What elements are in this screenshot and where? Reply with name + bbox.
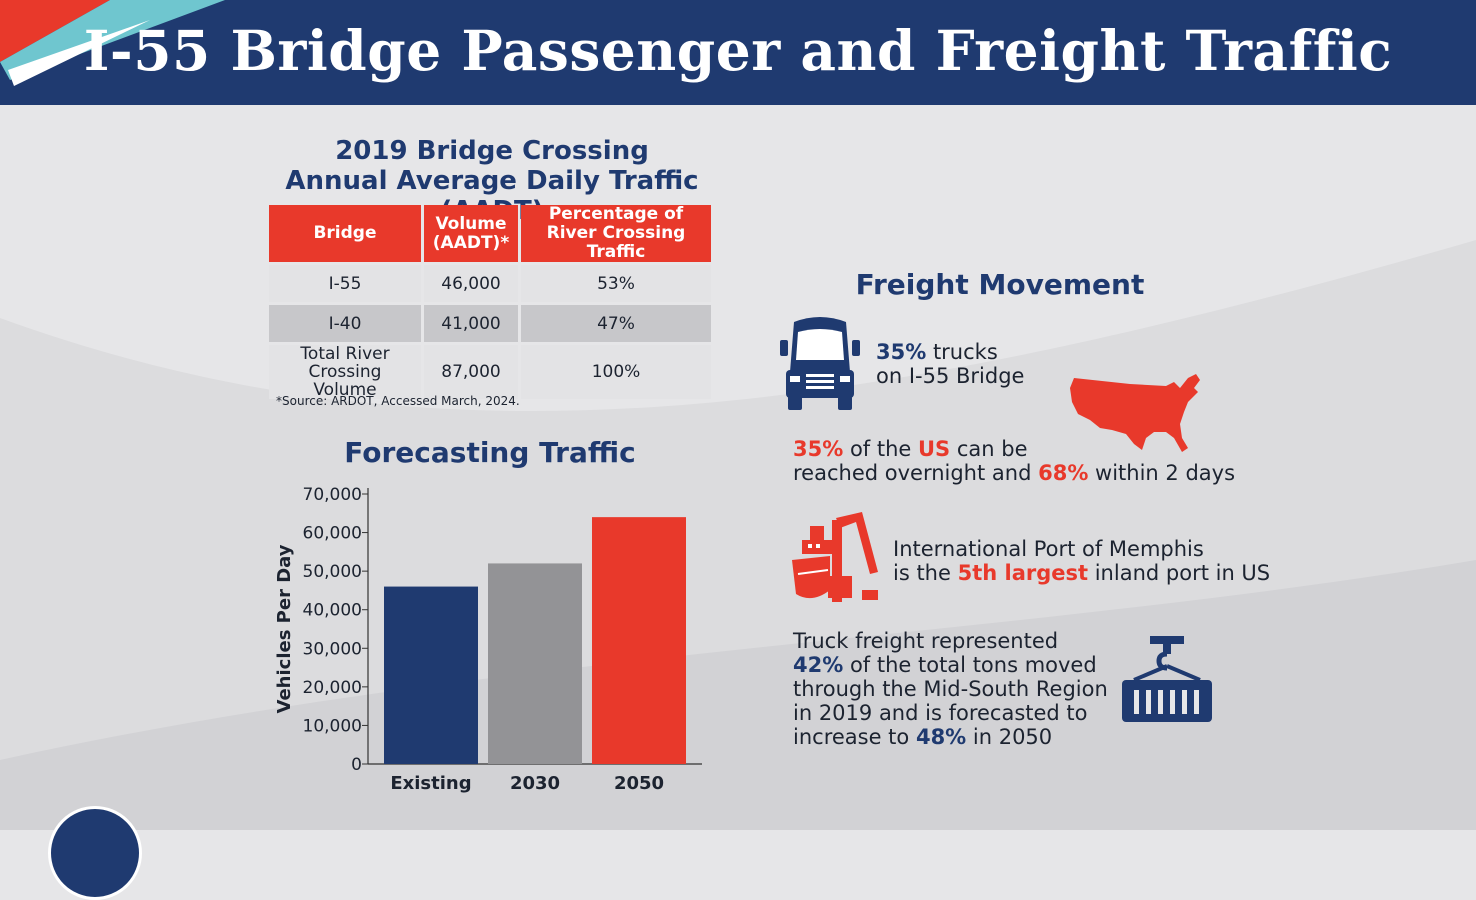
freight-title: Freight Movement [855, 268, 1145, 301]
truck-freight-line-4: in 2019 and is forecasted to [793, 701, 1088, 725]
cell-volume: 87,000 [424, 345, 518, 399]
table-row: I-55 46,000 53% [269, 265, 711, 302]
y-tick-label: 20,000 [303, 678, 362, 698]
cell-percentage: 100% [521, 345, 711, 399]
table-header-row: Bridge Volume (AADT)* Percentage of Rive… [269, 205, 711, 262]
page-title: I-55 Bridge Passenger and Freight Traffi… [83, 18, 1393, 83]
cell-bridge: I-40 [269, 305, 421, 342]
y-tick-label: 40,000 [303, 601, 362, 621]
y-tick-label: 10,000 [303, 716, 362, 736]
aadt-title-line-1: 2019 Bridge Crossing [335, 136, 649, 166]
reach-text-2: can be [950, 437, 1028, 461]
table-source-note: *Source: ARDOT, Accessed March, 2024. [276, 394, 520, 408]
reach-text-3: reached overnight and [793, 461, 1039, 485]
port-line-1: International Port of Memphis [893, 537, 1204, 561]
truck-freight-line-1: Truck freight represented [793, 629, 1059, 653]
truck-freight-line-3: through the Mid-South Region [793, 677, 1108, 701]
truck-icon [780, 317, 860, 410]
header-bridge: Bridge [269, 205, 421, 262]
us-map-icon [1070, 374, 1200, 452]
port-crane-icon [792, 512, 878, 602]
header-bar: I-55 Bridge Passenger and Freight Traffi… [0, 0, 1476, 105]
table-row: I-40 41,000 47% [269, 305, 711, 342]
trucks-line-2: on I-55 Bridge [876, 364, 1025, 388]
bar-2030 [488, 563, 582, 764]
cell-volume: 46,000 [424, 265, 518, 302]
truck-freight-line-2: of the total tons moved [843, 653, 1097, 677]
cell-percentage: 53% [521, 265, 711, 302]
reach-pct-1: 35% [793, 437, 844, 461]
y-tick-label: 70,000 [303, 485, 362, 505]
port-text-1: is the [893, 561, 958, 585]
y-tick-label: 0 [351, 755, 362, 775]
port-rank: 5th largest [957, 561, 1089, 585]
y-tick-label: 50,000 [303, 562, 362, 582]
organization-logo [48, 806, 142, 900]
truck-freight-pct-2: 48% [915, 725, 967, 749]
port-text-2: inland port in US [1088, 561, 1271, 585]
header-volume: Volume (AADT)* [424, 205, 518, 262]
y-tick-label: 30,000 [303, 639, 362, 659]
truck-freight-line-5a: increase to [793, 725, 916, 749]
truck-freight-text: Truck freight represented 42% of the tot… [793, 629, 1108, 749]
bar-existing [384, 586, 478, 764]
trucks-label: trucks [926, 340, 998, 364]
reach-text-1: of the [843, 437, 918, 461]
table-row: Total River Crossing Volume 87,000 100% [269, 345, 711, 399]
logo-stripes [0, 0, 225, 86]
background-shapes [0, 560, 1476, 830]
container-icon [1122, 636, 1212, 722]
port-text: International Port of Memphis is the 5th… [893, 537, 1270, 585]
aadt-table: Bridge Volume (AADT)* Percentage of Rive… [266, 202, 714, 402]
x-tick-label: 2050 [614, 773, 664, 794]
y-axis-label: Vehicles Per Day [274, 544, 295, 713]
reach-us: US [918, 437, 951, 461]
forecast-title: Forecasting Traffic [344, 436, 636, 469]
x-tick-label: Existing [390, 773, 471, 794]
truck-freight-line-5b: in 2050 [966, 725, 1053, 749]
reach-text-4: within 2 days [1088, 461, 1236, 485]
cell-volume: 41,000 [424, 305, 518, 342]
reach-text: 35% of the US can be reached overnight a… [793, 437, 1235, 485]
x-tick-label: 2030 [510, 773, 560, 794]
header-percentage: Percentage of River Crossing Traffic [521, 205, 711, 262]
bar-2050 [592, 517, 686, 764]
y-tick-label: 60,000 [303, 524, 362, 544]
cell-bridge: Total River Crossing Volume [269, 345, 421, 399]
cell-percentage: 47% [521, 305, 711, 342]
forecast-bar-chart: 0 10,000 20,000 30,000 40,000 50,000 60,000 70,… [274, 485, 702, 794]
reach-pct-2: 68% [1038, 461, 1089, 485]
trucks-pct: 35% [876, 340, 927, 364]
truck-freight-pct-1: 42% [793, 653, 844, 677]
trucks-text: 35% trucks on I-55 Bridge [876, 340, 1024, 388]
cell-bridge: I-55 [269, 265, 421, 302]
